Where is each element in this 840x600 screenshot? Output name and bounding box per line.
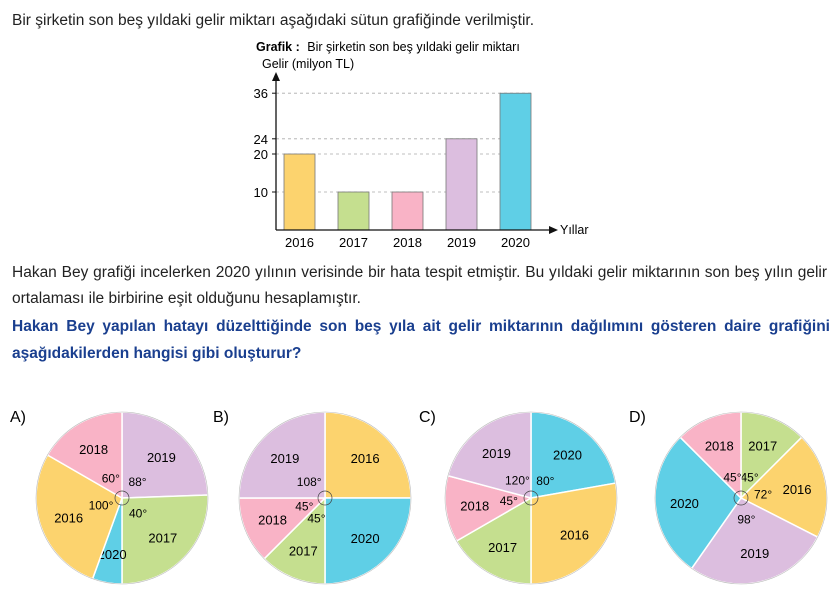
slice-label: 2020 xyxy=(98,547,127,562)
bar-2018 xyxy=(391,191,424,231)
angle-mark xyxy=(317,490,333,506)
pie-outline xyxy=(654,411,828,585)
x-tick-label: 2016 xyxy=(285,235,314,250)
slice-label: 2018 xyxy=(705,439,734,454)
pie-slice-2019 xyxy=(447,411,532,499)
slice-angle: 60° xyxy=(102,472,120,486)
slice-angle: 45° xyxy=(740,470,758,484)
slice-label: 2017 xyxy=(748,439,777,454)
angle-mark xyxy=(733,490,749,506)
chart-ylabel: Gelir (milyon TL) xyxy=(262,57,354,71)
pie-outline xyxy=(35,411,209,585)
bar-2016 xyxy=(283,153,316,231)
slice-angle: 120° xyxy=(505,473,530,487)
pie-slice-2018 xyxy=(46,411,123,500)
slice-angle: 108° xyxy=(297,475,322,489)
x-tick-label: 2019 xyxy=(447,235,476,250)
x-tick-label: 2018 xyxy=(393,235,422,250)
angle-mark xyxy=(114,490,130,506)
slice-label: 2019 xyxy=(147,450,176,465)
option-letter: A) xyxy=(10,409,26,426)
slice-label: 2018 xyxy=(79,442,108,457)
bar-2020 xyxy=(499,92,532,231)
slice-label: 2019 xyxy=(740,546,769,561)
pie-slice-2017 xyxy=(740,411,803,500)
option-c[interactable]: C) 2020 80° 2016 2017 2018 45° 2019 120° xyxy=(419,409,618,585)
angle-mark xyxy=(523,490,539,506)
slice-label: 2016 xyxy=(54,510,83,525)
intro-text: Bir şirketin son beş yıldaki gelir mikta… xyxy=(12,12,535,29)
pie-slice-2020 xyxy=(324,497,412,585)
problem-paragraph: Hakan Bey grafiği incelerken 2020 yılını… xyxy=(12,264,827,307)
pie-slice-2019 xyxy=(238,411,326,499)
pie-slice-2020 xyxy=(91,497,123,585)
y-tick-label: 36 xyxy=(254,86,268,101)
slice-label: 2019 xyxy=(270,451,299,466)
slice-label: 2016 xyxy=(560,527,589,542)
y-axis-arrow xyxy=(272,72,280,81)
pie-slice-2020 xyxy=(530,411,617,499)
y-tick-label: 20 xyxy=(254,147,268,162)
pie-slice-2016 xyxy=(530,482,618,585)
slice-angle: 45° xyxy=(723,470,741,484)
slice-angle: 80° xyxy=(536,474,554,488)
pie-slice-2016 xyxy=(324,411,412,499)
x-tick-label: 2020 xyxy=(501,235,530,250)
pie-slice-2019 xyxy=(690,497,819,585)
slice-angle: 72° xyxy=(754,488,772,502)
slice-label: 2017 xyxy=(148,530,177,545)
pie-slice-2020 xyxy=(654,436,742,570)
slice-label: 2019 xyxy=(482,446,511,461)
option-letter: B) xyxy=(213,409,229,426)
x-tick-label: 2017 xyxy=(339,235,368,250)
pie-slice-2016 xyxy=(35,453,123,580)
slice-label: 2016 xyxy=(783,482,812,497)
slice-angle: 45° xyxy=(307,512,325,526)
pie-outline xyxy=(238,411,412,585)
pie-slice-2018 xyxy=(444,474,533,543)
option-letter: D) xyxy=(629,409,646,426)
slice-label: 2017 xyxy=(289,543,318,558)
bar-2017 xyxy=(337,191,370,231)
bar-2019 xyxy=(445,138,478,231)
pie-slice-2016 xyxy=(739,436,828,539)
pie-slice-2017 xyxy=(455,496,532,585)
pie-slice-2019 xyxy=(121,411,209,499)
y-tick-label: 24 xyxy=(254,132,268,147)
bar-chart: Grafik : Bir şirketin son beş yıldaki ge… xyxy=(254,40,589,250)
slice-label: 2018 xyxy=(460,498,489,513)
question-text: Hakan Bey yapılan hatayı düzelttiğinde s… xyxy=(12,318,830,362)
chart-xlabel: Yıllar xyxy=(560,223,588,237)
slice-label: 2020 xyxy=(670,496,699,511)
slice-angle: 88° xyxy=(128,475,146,489)
slice-angle: 100° xyxy=(89,499,114,513)
slice-angle: 45° xyxy=(295,500,313,514)
slice-label: 2018 xyxy=(258,513,287,528)
slice-label: 2020 xyxy=(553,448,582,463)
slice-angle: 40° xyxy=(129,507,147,521)
slice-label: 2020 xyxy=(351,531,380,546)
y-tick-label: 10 xyxy=(254,185,268,200)
option-b[interactable]: B) 2016 2020 2017 45° 2018 45° 2019 108° xyxy=(213,409,412,585)
x-axis-arrow xyxy=(549,226,558,234)
chart-title: Grafik : Bir şirketin son beş yıldaki ge… xyxy=(256,40,520,54)
pie-slice-2017 xyxy=(263,496,326,585)
slice-label: 2016 xyxy=(351,451,380,466)
pie-slice-2017 xyxy=(121,494,209,585)
slice-angle: 98° xyxy=(737,513,755,527)
pie-slice-2018 xyxy=(679,411,742,500)
pie-outline xyxy=(444,411,618,585)
slice-label: 2017 xyxy=(488,540,517,555)
option-letter: C) xyxy=(419,409,436,426)
slice-angle: 45° xyxy=(500,494,518,508)
option-d[interactable]: D) 2017 45° 2016 72° 2019 98° 2020 2018 45° xyxy=(629,409,828,585)
pie-slice-2018 xyxy=(238,497,327,560)
